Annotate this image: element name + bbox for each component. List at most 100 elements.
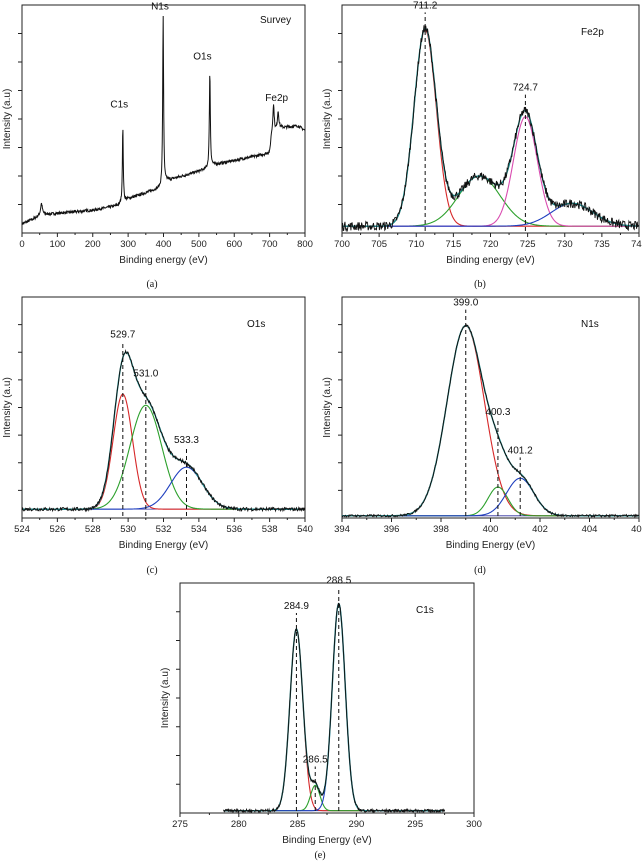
x-axis-title-e: Binding Energy (eV) (282, 835, 372, 846)
x-tick-label-e-5: 300 (466, 819, 482, 830)
x-tick-label-a-7: 700 (262, 239, 278, 250)
x-tick-label-c-5: 534 (191, 524, 207, 535)
y-axis-title-d: Intensity (a.u) (322, 377, 333, 438)
y-axis-title-a: Intensity (a.u) (2, 89, 13, 150)
panel-title-e: C1s (416, 605, 434, 616)
y-axis-title-c: Intensity (a.u) (2, 377, 13, 438)
x-tick-label-a-8: 800 (297, 239, 313, 250)
peak-label-c-0: 529.7 (110, 330, 135, 341)
panel-caption-e: (e) (314, 850, 325, 861)
x-tick-label-d-5: 404 (582, 524, 598, 535)
envelope-b (342, 27, 640, 227)
panel-a: 0 100 200 300 400 500 600 700 800 Binding energy … (2, 2, 313, 290)
x-tick-label-a-3: 300 (120, 239, 136, 250)
panel-caption-c: (c) (146, 565, 157, 576)
peak-label-d-2: 401.2 (508, 445, 533, 456)
x-tick-label-e-4: 295 (407, 819, 423, 830)
x-tick-label-e-0: 275 (172, 819, 188, 830)
x-tick-label-d-1: 396 (384, 524, 400, 535)
x-tick-label-a-2: 200 (85, 239, 101, 250)
x-tick-label-a-5: 500 (191, 239, 207, 250)
survey-peak-label-n1s: N1s (151, 2, 169, 13)
peak-label-c-2: 533.3 (174, 435, 199, 446)
component-e-1 (223, 784, 445, 812)
survey-peak-label-o1s: O1s (193, 52, 211, 63)
panel-c: 524 526 528 530 532 534 536 538 540 Binding Energ… (2, 296, 313, 576)
component-b-2 (342, 116, 639, 227)
x-tick-label-c-3: 530 (120, 524, 136, 535)
component-b-0 (342, 29, 639, 227)
envelope-d (342, 324, 639, 517)
peak-label-e-1: 286.5 (303, 754, 328, 765)
x-tick-label-a-0: 0 (19, 239, 24, 250)
component-e-2 (223, 603, 445, 812)
x-tick-label-d-6: 406 (631, 524, 642, 535)
x-tick-label-b-7: 735 (594, 239, 610, 250)
envelope-c (22, 351, 305, 510)
panel-b: 700 705 710 715 720 725 730 735 740 Binding energ… (322, 0, 642, 290)
x-tick-label-e-1: 280 (231, 819, 247, 830)
raw-data-d (341, 323, 640, 519)
x-tick-label-b-1: 705 (371, 239, 387, 250)
component-c-2 (22, 466, 305, 510)
component-b-1 (342, 175, 639, 227)
x-tick-label-b-3: 715 (445, 239, 461, 250)
x-tick-label-b-4: 720 (483, 239, 499, 250)
peak-label-d-1: 400.3 (485, 407, 510, 418)
x-tick-label-b-2: 710 (408, 239, 424, 250)
peak-label-b-1: 724.7 (513, 83, 538, 94)
survey-peak-label-fe2p: Fe2p (265, 93, 288, 104)
panel-title-a: Survey (260, 15, 291, 26)
x-tick-label-a-6: 600 (226, 239, 242, 250)
panel-d: 394 396 398 400 402 404 406 Binding Energy (eV)… (322, 296, 642, 576)
component-d-2 (342, 477, 639, 517)
plot-frame-c (21, 296, 306, 519)
peak-label-c-1: 531.0 (133, 369, 158, 380)
panel-caption-b: (b) (474, 279, 486, 290)
x-tick-label-a-4: 400 (156, 239, 172, 250)
component-d-1 (342, 486, 639, 517)
raw-data-b (341, 25, 640, 233)
x-axis-title-c: Binding Energy (eV) (119, 540, 209, 551)
y-axis-title-e: Intensity (a.u) (160, 668, 171, 729)
survey-spectrum-line (21, 15, 306, 226)
x-tick-label-a-1: 100 (49, 239, 65, 250)
x-tick-label-e-3: 290 (348, 819, 364, 830)
peak-label-d-0: 399.0 (453, 298, 478, 309)
peak-label-e-0: 284.9 (284, 601, 309, 612)
x-tick-label-c-2: 528 (85, 524, 101, 535)
panel-caption-a: (a) (146, 279, 157, 290)
x-tick-label-d-3: 400 (483, 524, 499, 535)
peak-label-e-2: 288.5 (326, 576, 351, 587)
x-tick-label-c-0: 524 (14, 524, 30, 535)
x-tick-label-d-4: 402 (532, 524, 548, 535)
peak-label-b-0: 711.2 (413, 0, 438, 11)
envelope-e (223, 602, 445, 812)
x-tick-label-c-6: 536 (226, 524, 242, 535)
raw-data-e (223, 602, 446, 814)
x-tick-label-b-5: 725 (520, 239, 536, 250)
x-tick-label-c-8: 540 (297, 524, 313, 535)
x-axis-title-b: Binding energy (eV) (446, 255, 534, 266)
component-d-0 (342, 325, 639, 517)
x-tick-label-e-2: 285 (290, 819, 306, 830)
x-axis-title-d: Binding Energy (eV) (446, 540, 536, 551)
x-tick-label-b-6: 730 (557, 239, 573, 250)
x-tick-label-c-7: 538 (262, 524, 278, 535)
panel-e: 275 280 285 290 295 300 Binding Energy (eV) Int… (160, 576, 482, 861)
raw-data-c (21, 349, 306, 513)
y-axis-title-b: Intensity (a.u) (322, 89, 333, 150)
x-tick-label-d-0: 394 (334, 524, 350, 535)
x-tick-label-c-1: 526 (49, 524, 65, 535)
x-tick-label-b-8: 740 (631, 239, 642, 250)
x-tick-label-d-2: 398 (433, 524, 449, 535)
panel-title-d: N1s (581, 319, 599, 330)
plot-frame-e (179, 582, 475, 814)
x-tick-label-c-4: 532 (156, 524, 172, 535)
panel-title-b: Fe2p (581, 27, 604, 38)
x-axis-title-a: Binding energy (eV) (119, 255, 207, 266)
plot-frame-b (341, 4, 640, 234)
x-tick-label-b-0: 700 (334, 239, 350, 250)
panel-caption-d: (d) (474, 565, 486, 576)
